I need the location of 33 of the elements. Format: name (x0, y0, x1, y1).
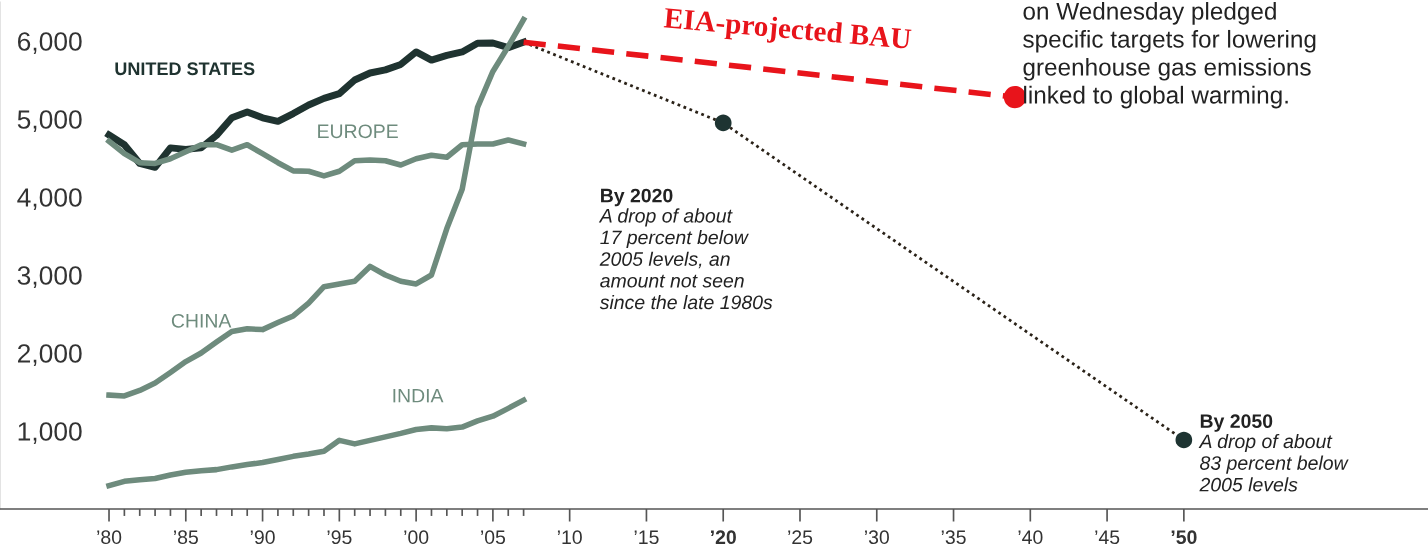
x-tick-label: ’15 (634, 530, 659, 545)
series-label: INDIA (393, 388, 444, 403)
annotation: A drop of about 83 percent below 2005 levels (1198, 433, 1349, 492)
point (714, 114, 732, 132)
point (1175, 431, 1193, 449)
x-tick-label: ’25 (788, 530, 813, 545)
annotation: By 2050 (1200, 414, 1273, 432)
x-tick-label: ’95 (327, 530, 352, 545)
annotation: on Wednesday pledged specific targets for lowering greenhouse gas emissions linked to global warming. (1023, 2, 1316, 109)
x-tick-label: ’50 (1171, 530, 1197, 545)
y-tick-label: 6,000 (18, 32, 82, 54)
series-label: EIA-projected BAU (663, 7, 912, 55)
x-tick-label: ’80 (97, 530, 122, 545)
y-tick-label: 2,000 (17, 344, 82, 366)
series-label: CHINA (171, 313, 232, 328)
series-label: EUROPE (318, 124, 398, 139)
x-tick-label: ’30 (864, 530, 889, 545)
x-tick-label: ’35 (941, 530, 966, 545)
x-tick-label: ’10 (557, 530, 582, 545)
x-tick-label: ’45 (1095, 530, 1120, 545)
y-tick-label: 5,000 (17, 110, 82, 132)
x-tick-label: ’85 (174, 530, 198, 545)
y-tick-label: 4,000 (17, 188, 82, 210)
annotation: By 2020 (601, 188, 673, 207)
annotation: A drop of about 17 percent below 2005 levels, an amount not seen since the late 1980s (598, 208, 773, 310)
x-tick-label: ’20 (711, 530, 736, 545)
text: UNITED STATES (115, 62, 255, 76)
y-tick-label: 3,000 (17, 266, 82, 288)
x-tick-label: ’90 (250, 530, 275, 545)
x-tick-label: ’40 (1018, 530, 1043, 545)
x-tick-label: ’05 (481, 530, 506, 545)
x-tick-label: ’00 (404, 530, 429, 545)
y-tick-label: 1,000 (18, 422, 82, 444)
